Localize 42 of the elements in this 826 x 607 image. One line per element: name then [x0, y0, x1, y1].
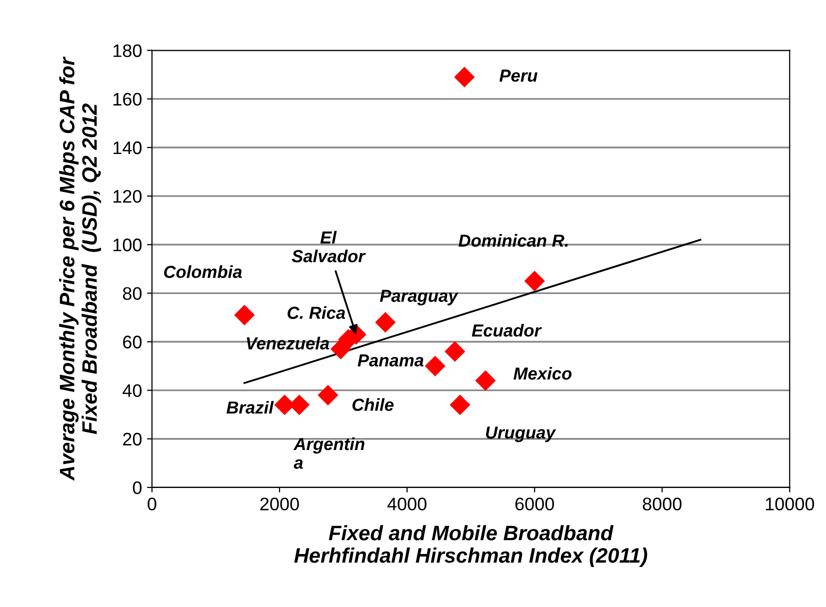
point: [234, 304, 255, 326]
x-tick-label: 6000: [515, 498, 554, 510]
annotation: Argentin a: [293, 437, 364, 469]
x-tick-label: 10000: [766, 498, 814, 510]
annotation: Brazil: [226, 400, 274, 414]
point: [318, 384, 338, 406]
y-tick-label: 40: [122, 384, 142, 398]
annotation: El Salvador: [292, 230, 366, 262]
point: [524, 270, 545, 292]
x-tick-label: 4000: [387, 498, 426, 510]
y-axis-title: Average Monthly Price per 6 Mbps CAP for Fixed Broadband (USD), Q2 2012: [59, 56, 102, 481]
point: [444, 341, 466, 362]
annotation: Colombia: [164, 265, 242, 278]
y-tick-label: 100: [114, 238, 142, 252]
annotation: Dominican R.: [458, 234, 568, 247]
annotation: Paraguay: [380, 290, 459, 306]
point: [330, 338, 352, 360]
annotation: Venezuela: [246, 336, 330, 350]
x-tick-label: 8000: [642, 498, 682, 510]
x-tick-label: 2000: [260, 498, 299, 510]
annotation: C. Rica: [288, 306, 346, 319]
y-tick-label: 160: [114, 92, 142, 106]
y-tick-label: 120: [114, 190, 142, 203]
point: [450, 394, 470, 416]
y-tick-label: 180: [114, 44, 142, 58]
annotation: Chile: [352, 398, 394, 411]
annotation: Peru: [499, 70, 538, 82]
point: [475, 370, 496, 391]
y-tick-label: 140: [114, 141, 142, 154]
annotation: Uruguay: [486, 426, 556, 442]
annotation: Mexico: [514, 366, 572, 380]
point: [454, 66, 475, 88]
x-tick-label: 0: [148, 498, 156, 510]
point: [375, 312, 396, 333]
x-axis-title: Fixed and Mobile Broadband Herhfindahl Hirschman Index (2011): [294, 525, 648, 567]
y-tick-label: 0: [132, 481, 142, 494]
point: [424, 356, 446, 376]
y-tick-label: 20: [123, 432, 142, 446]
y-tick-label: 80: [122, 287, 142, 300]
annotation: Ecuador: [472, 324, 542, 337]
annotation: Panama: [358, 354, 424, 367]
y-tick-label: 60: [123, 336, 142, 348]
